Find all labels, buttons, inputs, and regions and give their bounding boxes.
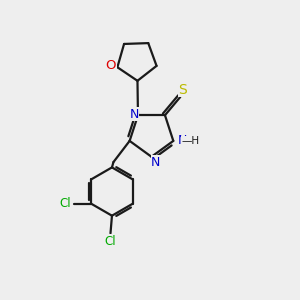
Text: Cl: Cl (105, 235, 116, 248)
Text: N: N (151, 156, 160, 169)
Text: Cl: Cl (59, 197, 71, 210)
Text: N: N (178, 134, 188, 147)
Text: —H: —H (182, 136, 200, 146)
Text: N: N (130, 108, 139, 121)
Text: O: O (106, 59, 116, 72)
Text: S: S (178, 82, 187, 97)
